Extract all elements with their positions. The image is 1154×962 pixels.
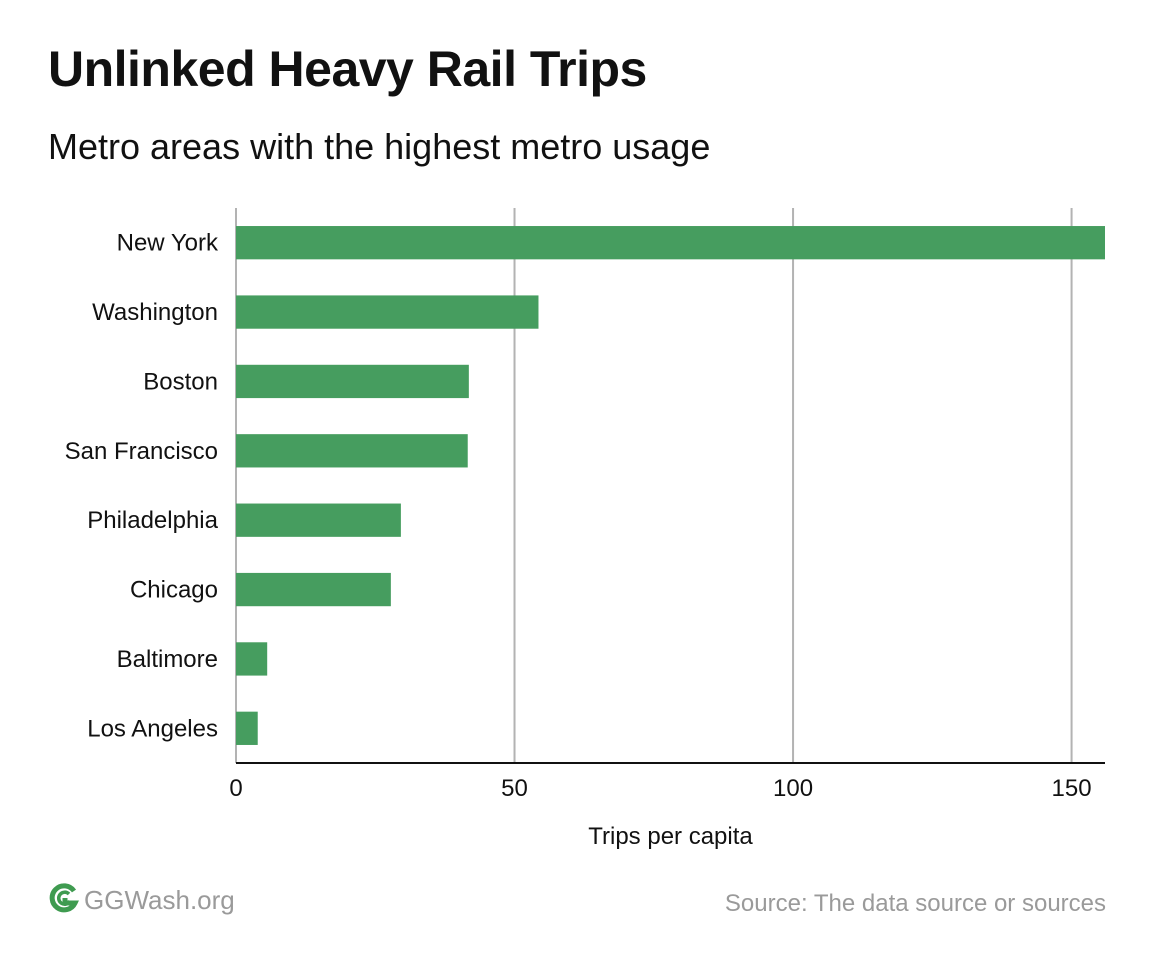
- bar[interactable]: [236, 226, 1105, 260]
- y-category-label: Washington: [92, 299, 218, 326]
- x-tick-label: 0: [229, 775, 242, 802]
- x-tick-label: 150: [1052, 775, 1092, 802]
- x-tick-label: 50: [501, 775, 528, 802]
- bar[interactable]: [236, 295, 539, 329]
- ggwash-logo-icon: [48, 882, 80, 919]
- x-axis-title: Trips per capita: [588, 823, 753, 850]
- y-category-label: Chicago: [130, 577, 218, 604]
- bar[interactable]: [236, 503, 401, 537]
- brand-block: GGWash.org: [48, 882, 235, 919]
- y-category-label: New York: [117, 230, 219, 257]
- y-category-label: Boston: [143, 368, 218, 395]
- bar[interactable]: [236, 572, 391, 607]
- brand-name[interactable]: GGWash.org: [84, 885, 235, 915]
- source-note: Source: The data source or sources: [724, 890, 1106, 917]
- chart-title: Unlinked Heavy Rail Trips: [48, 41, 647, 97]
- bar[interactable]: [236, 364, 469, 399]
- bar[interactable]: [236, 642, 268, 676]
- y-category-label: Baltimore: [117, 646, 218, 673]
- y-category-label: San Francisco: [65, 438, 218, 465]
- chart-subtitle: Metro areas with the highest metro usage: [48, 126, 711, 167]
- bar[interactable]: [236, 434, 468, 468]
- x-tick-label: 100: [773, 775, 813, 802]
- y-category-label: Philadelphia: [87, 507, 218, 534]
- y-category-label: Los Angeles: [87, 715, 218, 742]
- bar[interactable]: [236, 711, 258, 745]
